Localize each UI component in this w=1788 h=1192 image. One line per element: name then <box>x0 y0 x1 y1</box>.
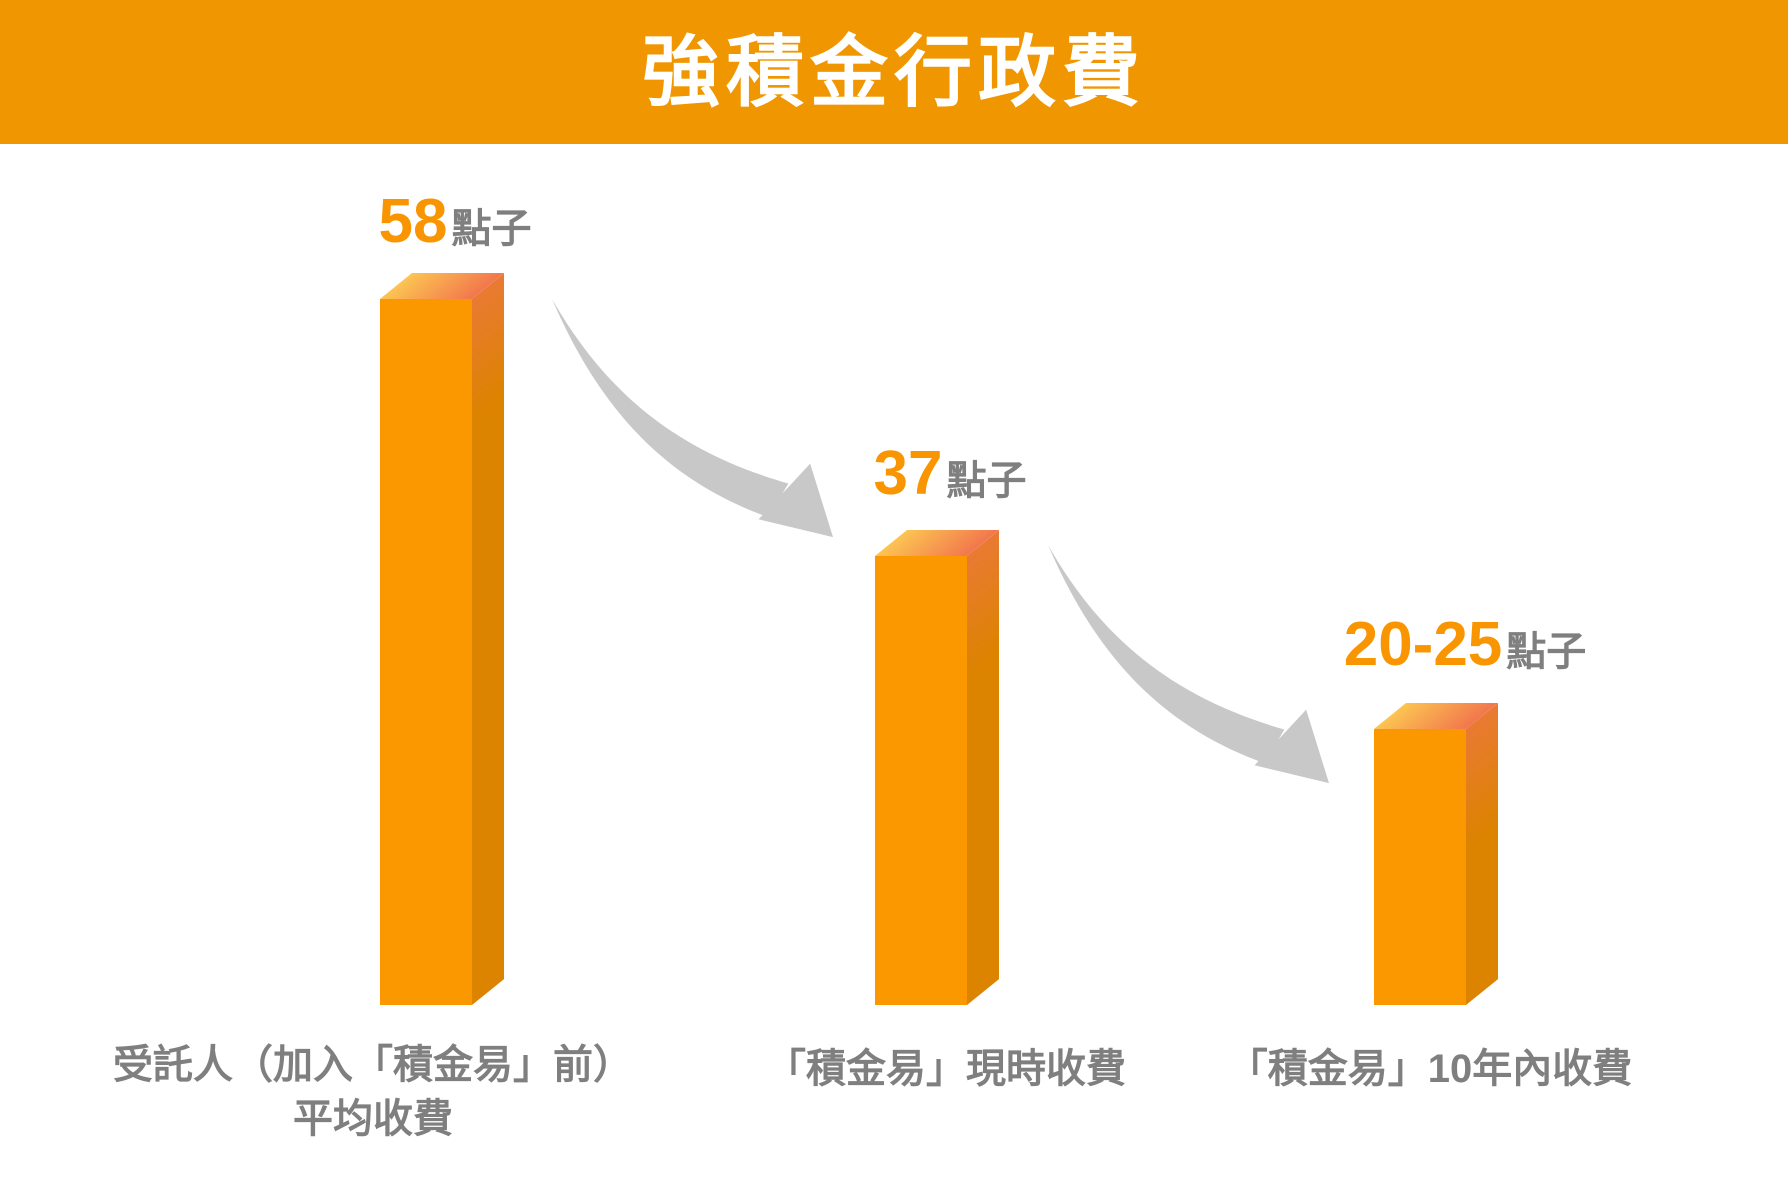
value-unit-bar1: 點子 <box>451 207 532 251</box>
decrease-arrow-icon-2 <box>1047 544 1330 784</box>
value-unit-bar3: 點子 <box>1506 630 1587 674</box>
value-label-bar2: 37 點子 <box>874 443 1027 505</box>
value-number-bar1: 58 <box>378 187 448 256</box>
bar3-side-face <box>1466 703 1498 1005</box>
category-label-bar3-line1: 「積金易」10年內收費 <box>1227 1047 1633 1091</box>
value-unit-bar2: 點子 <box>946 459 1027 503</box>
value-number-bar2: 37 <box>873 439 943 508</box>
value-number-bar3: 20-25 <box>1343 610 1503 679</box>
category-label-bar2: 「積金易」現時收費 <box>766 1042 1126 1096</box>
bar1-side-face <box>472 273 504 1005</box>
bar2-side-face <box>967 530 999 1005</box>
category-label-bar1: 受託人（加入「積金易」前） 平均收費 <box>113 1038 633 1146</box>
category-label-bar1-line2: 平均收費 <box>293 1097 453 1141</box>
page-title: 強積金行政費 <box>641 28 1146 116</box>
header-banner: 強積金行政費 <box>0 0 1788 144</box>
bar1-front-face <box>380 299 472 1005</box>
value-label-bar1: 58 點子 <box>379 191 532 253</box>
bar3-front-face <box>1374 729 1466 1005</box>
category-label-bar3: 「積金易」10年內收費 <box>1228 1042 1633 1096</box>
category-label-bar1-line1: 受託人（加入「積金易」前） <box>113 1043 633 1087</box>
decrease-arrow-icon-1 <box>551 298 834 538</box>
value-label-bar3: 20-25 點子 <box>1344 614 1587 676</box>
category-label-bar2-line1: 「積金易」現時收費 <box>766 1047 1126 1091</box>
bar2-front-face <box>875 556 967 1005</box>
